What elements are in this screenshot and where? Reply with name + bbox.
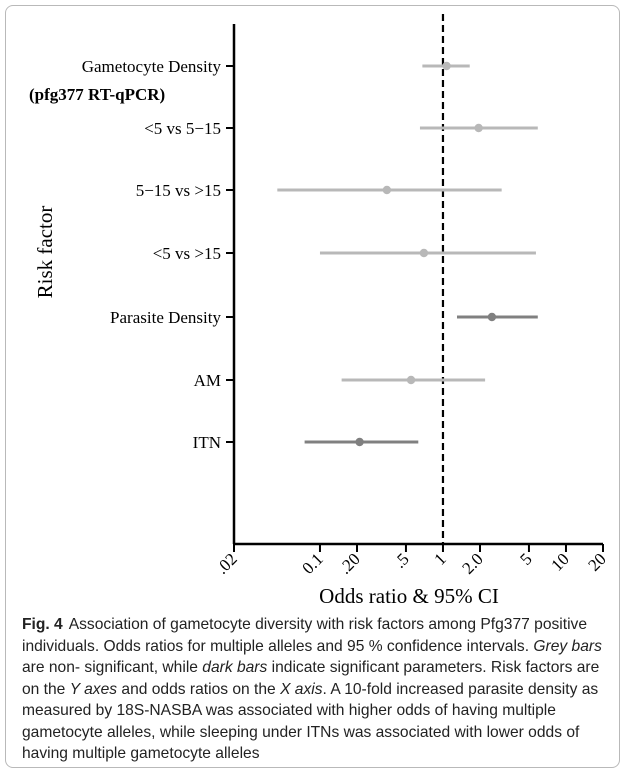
risk-factor-label: <5 vs 5−15 [144,119,221,138]
figure-caption: Fig. 4 Association of gametocyte diversit… [22,614,612,765]
labels-layer: .02 0.1 .20 .5 1 2.0 5 10 20 Gametocyte Density (p… [29,57,610,606]
y-axis-title: Risk factor [33,206,57,299]
x-tick-label: 1 [430,549,449,568]
x-axis-title: Odds ratio & 95% CI [319,584,499,606]
risk-factor-label: Parasite Density [110,308,221,327]
bars-layer [277,61,538,447]
risk-factor-sublabel: (pfg377 RT-qPCR) [29,85,165,104]
figure-label: Fig. 4 [22,616,63,633]
caption-text: . A 10-fold increased parasite density a… [22,680,599,763]
x-tick-label: 2.0 [458,549,486,577]
odds-ratio-point [382,185,392,195]
x-tick-label: 20 [584,549,609,574]
caption-text: and odds ratios on the [117,680,281,698]
caption-emphasis: Grey bars [533,637,602,655]
odds-ratio-point [406,375,416,385]
x-tick-label: 10 [547,549,572,574]
caption-emphasis: dark bars [202,659,268,676]
odds-ratio-point [355,437,364,447]
risk-factor-label: AM [194,371,221,390]
caption-emphasis: X axis [280,680,323,698]
caption-emphasis: Y axes [69,680,118,698]
forest-plot: .02 0.1 .20 .5 1 2.0 5 10 20 Gametocyte Density (p… [29,14,610,606]
x-tick-label: .02 [212,549,240,577]
figure-frame: .02 0.1 .20 .5 1 2.0 5 10 20 Gametocyte Density (p… [5,5,620,768]
odds-ratio-point [474,123,483,133]
odds-ratio-point [419,248,429,258]
risk-factor-label: ITN [193,433,221,452]
axes-layer [226,24,604,552]
odds-ratio-point [442,61,451,71]
odds-ratio-point [487,312,497,322]
caption-text: indicate significant parameters. Risk fa… [22,659,600,698]
x-tick-label: .20 [335,549,363,577]
caption-body: Association of gametocyte diversity with… [22,616,602,762]
x-tick-label: .5 [390,549,412,571]
risk-factor-label: 5−15 vs >15 [136,181,221,200]
caption-text: Association of gametocyte diversity with… [22,616,588,655]
x-tick-label: 0.1 [298,549,326,577]
risk-factor-label: Gametocyte Density [82,57,222,76]
x-tick-label: 5 [516,549,535,568]
caption-text: are non- significant, while [22,659,203,676]
risk-factor-label: <5 vs >15 [153,244,221,263]
